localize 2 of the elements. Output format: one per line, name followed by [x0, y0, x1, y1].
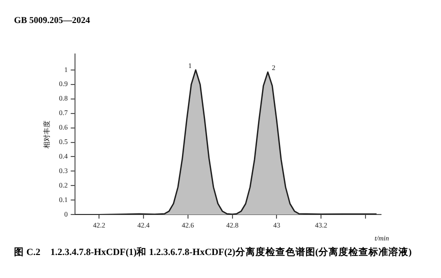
text: GB 5009.205—2024 — [14, 15, 90, 25]
text: 图 C.2 1.2.3.4.7.8-HxCDF(1)和 1.2.3.6.7.8-HxCDF(2)分离度检查色谱图(分离度检查标准溶液) — [14, 246, 412, 259]
